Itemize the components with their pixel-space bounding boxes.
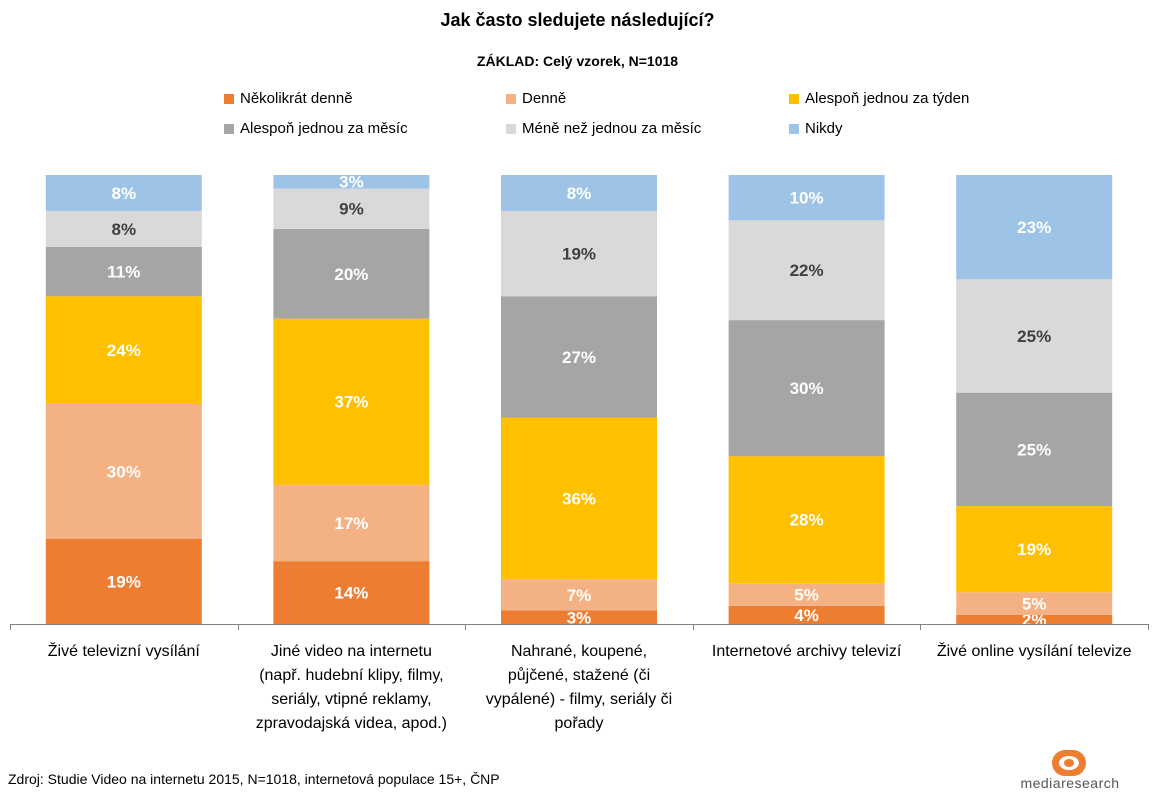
legend-label: Denně — [522, 90, 567, 107]
legend-label: Několikrát denně — [240, 90, 353, 107]
bar-segment — [273, 175, 430, 189]
category-label: Živé online vysílání televize — [937, 641, 1132, 660]
data-label: 17% — [334, 514, 368, 533]
bar-segment — [956, 392, 1113, 507]
bar-segment — [956, 279, 1113, 393]
data-label: 25% — [1017, 440, 1051, 459]
category-label: půjčené, stažené (či — [508, 666, 650, 684]
category-label: Nahrané, koupené, — [511, 643, 647, 660]
mediaresearch-logo: mediaresearch — [1015, 748, 1125, 794]
legend-item: Několikrát denně — [224, 90, 353, 107]
bar-segment — [956, 614, 1113, 624]
bar-segment — [45, 403, 202, 539]
bar-segment — [501, 610, 657, 624]
legend-swatch — [789, 93, 799, 104]
bar-segment — [501, 296, 657, 418]
category-label: Internetové archivy televizí — [712, 643, 902, 660]
legend-item: Denně — [506, 90, 566, 107]
bar-segment — [501, 175, 657, 211]
data-label: 5% — [1022, 595, 1047, 614]
legend-label: Méně než jednou za měsíc — [522, 120, 702, 137]
category-label: Jiné video na internetu — [271, 643, 432, 660]
data-label: 25% — [1017, 327, 1051, 346]
chart-subtitle: ZÁKLAD: Celý vzorek, N=1018 — [476, 53, 679, 69]
data-label: 3% — [339, 173, 364, 192]
bar-segment — [501, 210, 657, 297]
bar-segment — [273, 188, 430, 229]
bar-segment — [45, 296, 202, 404]
legend-item: Méně než jednou za měsíc — [506, 120, 701, 137]
legend-swatch — [789, 123, 799, 134]
category-label: (např. hudební klipy, filmy, — [259, 667, 443, 684]
legend-item: Nikdy — [789, 120, 843, 137]
bar-segment — [728, 583, 885, 606]
data-label: 8% — [567, 184, 592, 203]
bar-segment — [728, 220, 885, 321]
data-label: 4% — [794, 606, 819, 625]
bar-segment — [728, 605, 885, 624]
data-label: 27% — [562, 348, 596, 367]
logo-text: mediaresearch — [1020, 775, 1120, 791]
data-label: 19% — [107, 572, 141, 591]
data-label: 7% — [567, 586, 592, 605]
bar-segment — [956, 592, 1113, 615]
logo-eye-icon — [1052, 750, 1086, 776]
bar-segment — [956, 506, 1113, 593]
category-label: seriály, vtipné reklamy, — [271, 691, 431, 708]
bar-segment — [45, 246, 202, 297]
bar-segment — [728, 320, 885, 457]
data-label: 19% — [562, 245, 596, 264]
data-label: 14% — [334, 584, 368, 603]
legend-swatch — [224, 123, 234, 134]
bar-segment — [728, 456, 885, 584]
data-label: 24% — [107, 341, 141, 360]
bar-segment — [273, 484, 430, 562]
bar-segment — [728, 175, 885, 221]
bar-segment — [956, 175, 1113, 280]
data-label: 30% — [107, 462, 141, 481]
data-label: 19% — [1017, 540, 1051, 559]
data-label: 9% — [339, 200, 364, 219]
legend-label: Alespoň jednou za týden — [805, 90, 970, 107]
category-label: vypálené) - filmy, seriály či — [486, 691, 672, 708]
data-label: 30% — [790, 379, 824, 398]
data-label: 3% — [567, 608, 592, 627]
chart-title: Jak často sledujete následující? — [440, 10, 715, 30]
category-label: zpravodajská videa, apod.) — [256, 715, 447, 732]
category-label: Živé televizní vysílání — [48, 641, 201, 660]
bar-segment — [501, 579, 657, 611]
bar-segment — [45, 210, 202, 247]
data-label: 5% — [794, 586, 819, 605]
legend-swatch — [506, 93, 516, 104]
data-label: 22% — [790, 261, 824, 280]
data-label: 23% — [1017, 218, 1051, 237]
legend-label: Nikdy — [805, 120, 843, 137]
bar-segment — [45, 175, 202, 211]
bar-segment — [273, 561, 430, 624]
bar-segment — [501, 417, 657, 580]
legend-item: Alespoň jednou za týden — [789, 90, 969, 107]
category-label: pořady — [555, 715, 604, 732]
source-note: Zdroj: Studie Video na internetu 2015, N… — [8, 771, 500, 787]
data-label: 20% — [334, 265, 368, 284]
bar-segment — [273, 318, 430, 485]
legend-item: Alespoň jednou za měsíc — [224, 120, 408, 137]
legend-swatch — [224, 93, 234, 104]
data-label: 10% — [790, 189, 824, 208]
data-label: 11% — [107, 263, 140, 282]
data-label: 37% — [334, 393, 368, 412]
legend-label: Alespoň jednou za měsíc — [240, 120, 408, 137]
data-label: 28% — [790, 511, 824, 530]
bar-segment — [45, 538, 202, 624]
legend-swatch — [506, 123, 516, 134]
chart-legend: Několikrát denně Denně Alespoň jednou za t… — [0, 90, 1155, 150]
bar-segment — [273, 228, 430, 319]
data-label: 8% — [112, 184, 137, 203]
data-label: 8% — [112, 220, 137, 239]
data-label: 36% — [562, 489, 596, 508]
